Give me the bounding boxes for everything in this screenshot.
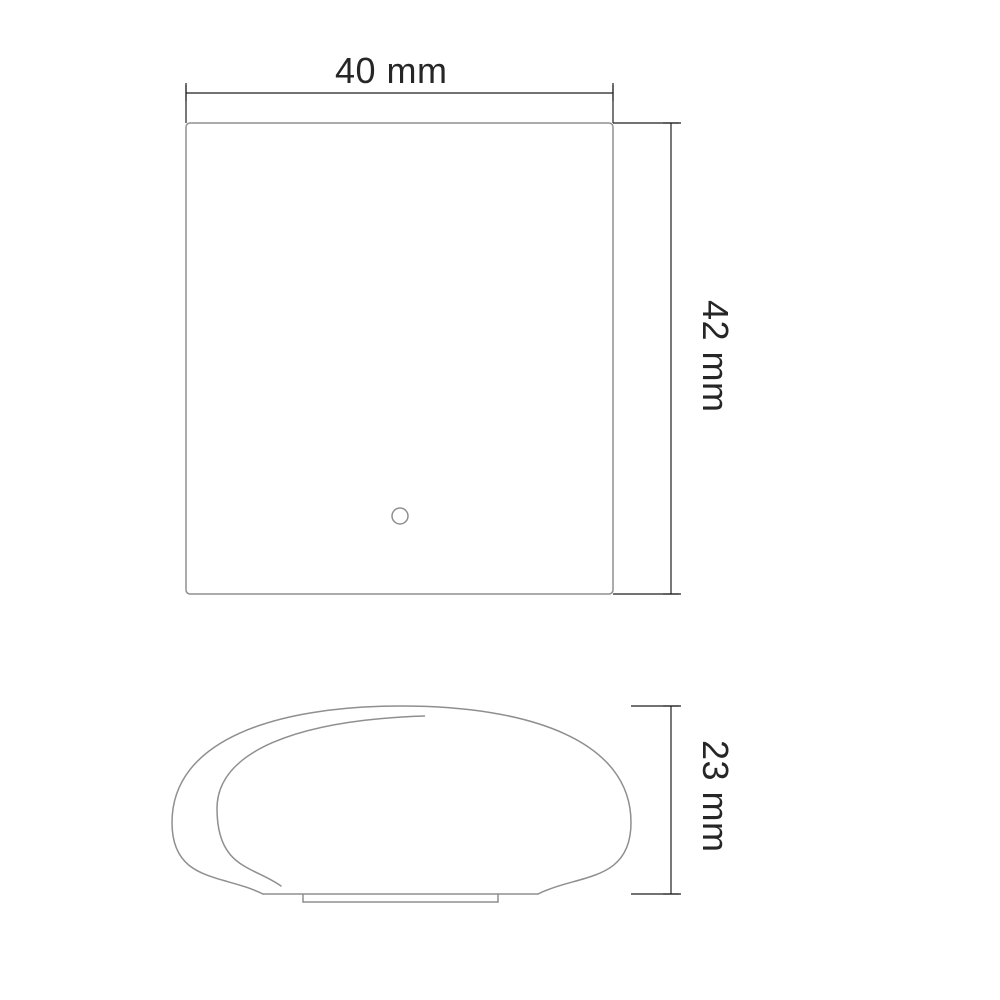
dim-height-side-label: 23 mm	[694, 740, 736, 853]
dim-width-top-label: 40 mm	[335, 50, 448, 92]
dim-height-top-label: 42 mm	[694, 300, 736, 413]
technical-drawing	[0, 0, 1000, 1000]
